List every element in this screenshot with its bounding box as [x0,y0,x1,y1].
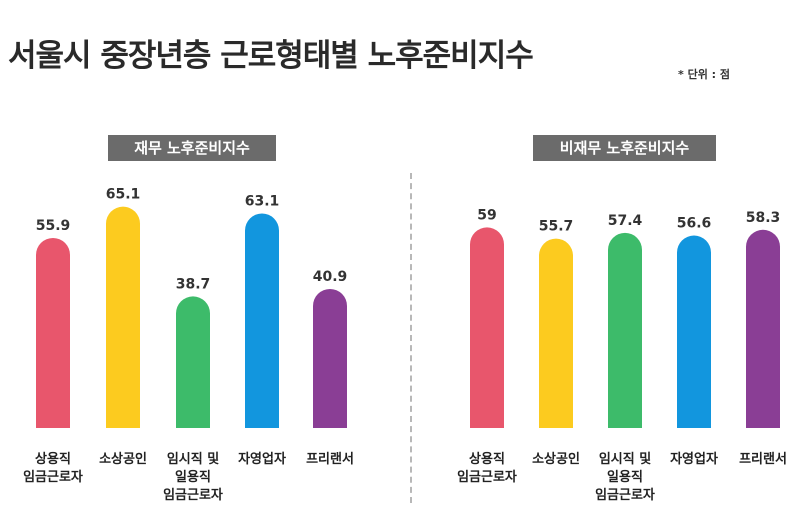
data-label: 55.7 [539,219,574,235]
category-label: 임금근로자 [595,488,655,503]
unit-note: * 단위 : 점 [678,68,730,81]
data-label: 38.7 [176,276,211,292]
panel-title-nonfinancial: 비재무 노후준비지수 [533,135,716,161]
category-label: 자영업자 [238,452,286,467]
category-label: 상용직 [35,451,71,467]
bar-financial-4 [313,288,347,428]
category-label: 임금근로자 [163,488,223,503]
category-label: 임시직 및 [167,451,219,467]
data-label: 63.1 [245,193,280,209]
category-label: 일용직 [607,469,643,485]
category-label: 임시직 및 [599,451,651,467]
bar-financial-3 [245,213,279,428]
data-label: 55.9 [36,218,71,234]
category-label: 자영업자 [670,452,718,467]
bar-financial-2 [176,296,210,428]
category-label: 프리랜서 [306,451,354,467]
bar-nonfinancial-2 [608,232,642,428]
category-label: 임금근로자 [23,470,83,485]
panel-title-financial: 재무 노후준비지수 [108,135,276,161]
category-label: 일용직 [175,469,211,485]
category-label: 프리랜서 [739,451,787,467]
bar-financial-1 [106,206,140,428]
data-label: 57.4 [608,213,643,229]
bar-nonfinancial-0 [470,227,504,428]
data-label: 56.6 [677,216,712,232]
panel-divider [410,173,412,503]
data-label: 58.3 [746,210,781,226]
category-label: 소상공인 [532,451,580,467]
bar-financial-0 [36,237,70,428]
category-label: 소상공인 [99,451,147,467]
bar-nonfinancial-1 [539,238,573,428]
data-label: 65.1 [106,187,141,203]
bar-nonfinancial-4 [746,229,780,428]
bar-nonfinancial-3 [677,235,711,428]
chart-title: 서울시 중장년층 근로형태별 노후준비지수 [8,38,534,74]
data-label: 40.9 [313,269,348,285]
category-label: 상용직 [469,451,505,467]
category-label: 임금근로자 [457,470,517,485]
data-label: 59 [477,207,496,223]
